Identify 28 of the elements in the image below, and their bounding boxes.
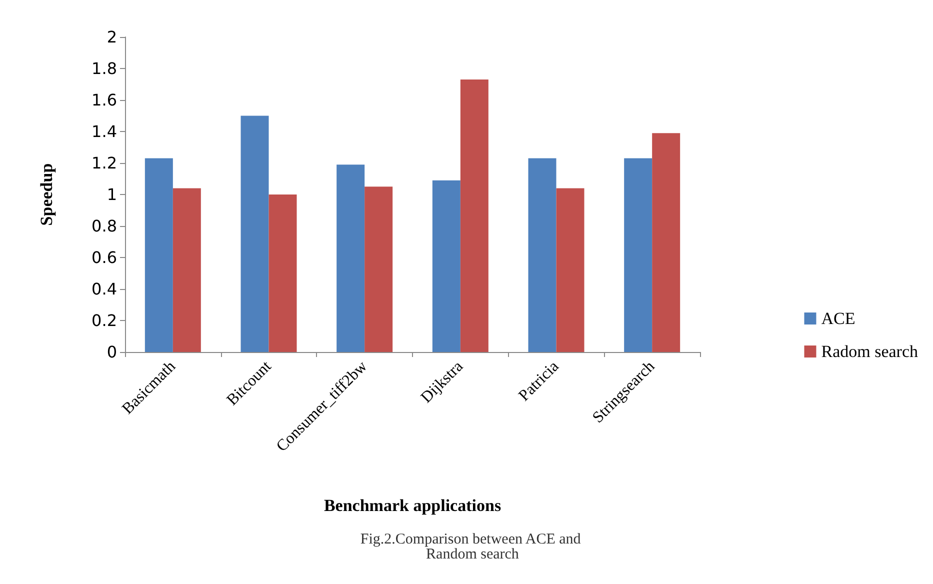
bar xyxy=(652,133,680,352)
legend-label: ACE xyxy=(821,309,856,328)
bar xyxy=(624,158,652,352)
caption: Fig.2.Comparison between ACE and Random search xyxy=(360,532,585,562)
y-tick-label: 1.2 xyxy=(92,154,117,172)
y-tick-label: 1.6 xyxy=(92,90,117,110)
bar xyxy=(144,158,173,352)
bar xyxy=(432,180,460,352)
legend-label: Radom search xyxy=(821,342,918,361)
bar xyxy=(336,164,365,352)
bar xyxy=(364,186,393,352)
bar xyxy=(556,188,584,352)
y-tick-label: 0.2 xyxy=(92,311,117,330)
bar xyxy=(268,194,297,352)
bar xyxy=(528,158,556,352)
bar xyxy=(172,188,201,352)
y-tick-label: 1.8 xyxy=(92,59,117,78)
bar xyxy=(240,116,269,352)
x-axis-title: Benchmark applications xyxy=(324,496,502,515)
y-tick-label: 0.4 xyxy=(92,280,117,298)
y-tick-label: 1 xyxy=(106,185,117,204)
y-tick-label: 0 xyxy=(106,342,117,362)
bar xyxy=(460,80,488,352)
y-axis-title: Speedup xyxy=(37,163,56,226)
y-tick-label: 0.6 xyxy=(92,248,117,267)
y-tick-label: 2 xyxy=(106,28,117,46)
y-tick-label: 0.8 xyxy=(92,216,117,236)
y-tick-label: 1.4 xyxy=(92,122,117,141)
